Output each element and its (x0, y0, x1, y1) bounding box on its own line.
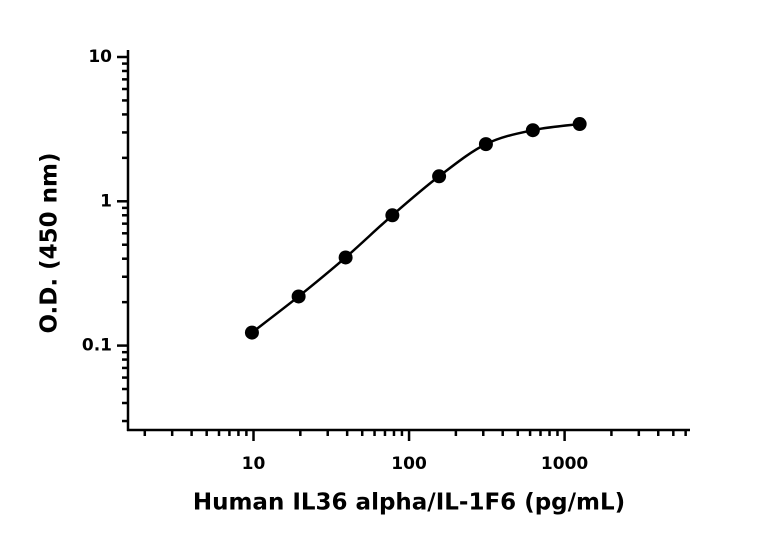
y-tick-label: 0.1 (82, 336, 112, 356)
data-point (432, 169, 447, 184)
x-tick-label: 100 (391, 454, 427, 474)
data-point (244, 325, 259, 340)
x-tick-label: 1000 (541, 454, 588, 474)
x-axis-title: Human IL36 alpha/IL-1F6 (pg/mL) (193, 490, 625, 516)
data-point (525, 123, 540, 138)
y-tick-label: 10 (88, 47, 112, 67)
data-point (338, 250, 353, 265)
data-point (385, 208, 400, 223)
y-tick-label: 1 (100, 191, 112, 211)
data-point (572, 117, 587, 132)
x-tick-label: 10 (242, 454, 266, 474)
data-point (291, 289, 306, 304)
y-axis-title: O.D. (450 nm) (37, 152, 63, 333)
data-point (478, 137, 493, 152)
